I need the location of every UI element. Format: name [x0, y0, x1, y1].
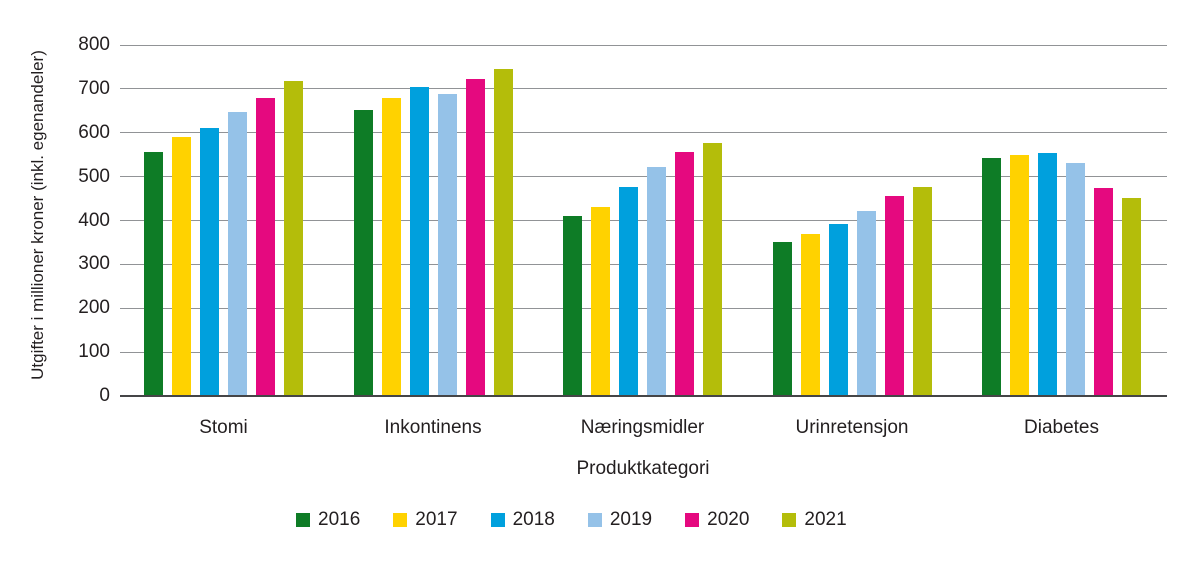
legend-swatch-2016 [296, 513, 310, 527]
bar-urinretensjon-2018 [828, 224, 848, 396]
category-label-stomi: Stomi [199, 417, 248, 438]
bar-diabetes-2021 [1122, 198, 1141, 396]
bar-n-ringsmidler-2018 [619, 186, 638, 396]
x-axis-line [120, 395, 1167, 397]
y-tick-label-800: 800 [78, 34, 110, 55]
category-label-n-ringsmidler: Næringsmidler [580, 417, 705, 438]
bar-diabetes-2020 [1094, 188, 1113, 396]
bar-urinretensjon-2021 [912, 187, 932, 396]
category-label-urinretensjon: Urinretensjon [795, 417, 909, 438]
bar-n-ringsmidler-2019 [647, 166, 666, 396]
y-tick-label-600: 600 [78, 121, 110, 143]
y-tick-label-100: 100 [78, 341, 110, 363]
bar-n-ringsmidler-2020 [675, 151, 694, 396]
bar-urinretensjon-2020 [884, 196, 904, 396]
bar-diabetes-2018 [1038, 152, 1057, 396]
bar-diabetes-2019 [1066, 163, 1085, 396]
y-tick-label-700: 700 [78, 77, 110, 99]
gridline-800 [120, 44, 1167, 46]
legend-swatch-2021 [782, 513, 797, 527]
bar-inkontinens-2016 [353, 109, 373, 396]
legend-label-2019: 2019 [609, 509, 653, 530]
gridline-700 [120, 88, 1167, 90]
bar-stomi-2020 [256, 97, 275, 396]
legend-label-2018: 2018 [512, 509, 555, 530]
legend-swatch-2017 [393, 513, 408, 527]
y-tick-label-500: 500 [78, 165, 110, 187]
y-tick-label-400: 400 [78, 209, 110, 231]
bar-urinretensjon-2016 [772, 242, 792, 396]
legend-label-2017: 2017 [415, 509, 458, 530]
bar-n-ringsmidler-2017 [591, 207, 610, 396]
bar-diabetes-2017 [1010, 154, 1029, 396]
gridline-100 [120, 351, 1167, 353]
gridline-600 [120, 132, 1167, 134]
legend-label-2020: 2020 [707, 509, 750, 530]
legend-swatch-2018 [490, 513, 505, 527]
legend-swatch-2020 [685, 513, 700, 527]
legend-item-2020: 2020 [685, 510, 749, 530]
y-tick-label-200: 200 [78, 297, 110, 319]
category-label-inkontinens: Inkontinens [384, 417, 482, 438]
legend-label-2021: 2021 [804, 509, 847, 530]
bar-stomi-2019 [228, 112, 247, 396]
bar-stomi-2021 [284, 80, 303, 396]
legend-label-2016: 2016 [318, 509, 361, 530]
legend-item-2018: 2018 [490, 509, 555, 530]
plot-area [120, 44, 1167, 397]
bar-inkontinens-2019 [437, 94, 457, 396]
y-tick-label-300: 300 [78, 253, 110, 275]
bar-stomi-2016 [144, 151, 163, 396]
bar-inkontinens-2020 [465, 78, 485, 396]
gridline-400 [120, 220, 1167, 221]
bar-inkontinens-2017 [381, 97, 401, 396]
y-tick-label-0: 0 [99, 385, 110, 406]
bar-diabetes-2016 [982, 158, 1001, 396]
x-axis-title: Produktkategori [576, 458, 710, 479]
gridline-200 [120, 307, 1167, 309]
bar-urinretensjon-2017 [800, 233, 820, 396]
legend-item-2016: 2016 [296, 510, 360, 530]
gridline-500 [120, 176, 1167, 178]
bar-stomi-2017 [172, 136, 191, 396]
bar-n-ringsmidler-2016 [563, 216, 582, 396]
legend-item-2019: 2019 [587, 509, 653, 530]
bar-urinretensjon-2019 [856, 210, 876, 396]
category-label-diabetes: Diabetes [1024, 417, 1099, 438]
bar-inkontinens-2018 [409, 87, 429, 396]
legend-swatch-2019 [587, 513, 602, 527]
legend: 2016 2017 2018 2019 2020 2021 [296, 510, 847, 530]
bar-stomi-2018 [200, 128, 219, 396]
gridline-300 [120, 263, 1167, 265]
legend-item-2021: 2021 [782, 509, 847, 530]
legend-item-2017: 2017 [393, 509, 458, 530]
bar-n-ringsmidler-2021 [703, 143, 722, 396]
bar-inkontinens-2021 [493, 69, 513, 396]
